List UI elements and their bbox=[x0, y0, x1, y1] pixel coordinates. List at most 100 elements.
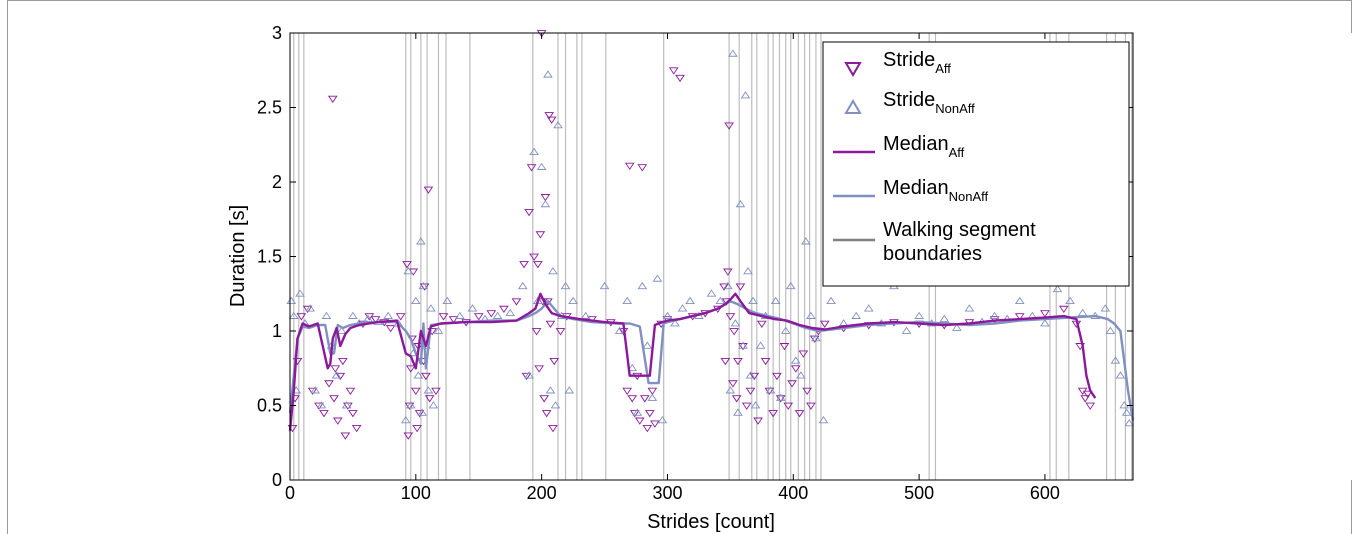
stride-aff-point-32 bbox=[410, 387, 421, 396]
stride-aff-point-85 bbox=[647, 387, 658, 396]
stride-aff-point-15 bbox=[340, 432, 351, 440]
stride-aff-point-68 bbox=[548, 425, 558, 433]
stride-aff-point-90 bbox=[675, 74, 685, 83]
stride-nonaff-point-120 bbox=[1105, 326, 1116, 334]
stride-aff-point-44 bbox=[448, 316, 459, 324]
stride-nonaff-point-94 bbox=[806, 311, 816, 319]
stride-aff-point-5 bbox=[307, 387, 318, 396]
legend-label-sub-0: Aff bbox=[935, 61, 951, 76]
stride-aff-point-46 bbox=[473, 313, 484, 321]
stride-nonaff-point-33 bbox=[442, 296, 453, 305]
stride-nonaff-point-17 bbox=[383, 311, 393, 319]
stride-nonaff-point-34 bbox=[455, 311, 465, 319]
stride-nonaff-point-10 bbox=[331, 371, 342, 379]
stride-aff-point-136 bbox=[1058, 305, 1069, 314]
stride-aff-point-8 bbox=[324, 380, 334, 388]
stride-aff-point-135 bbox=[1040, 310, 1050, 318]
stride-nonaff-point-0 bbox=[286, 296, 297, 305]
stride-aff-point-7 bbox=[319, 410, 329, 418]
x-tick-label-4: 400 bbox=[778, 483, 808, 503]
stride-aff-point-104 bbox=[735, 283, 746, 291]
stride-aff-point-9 bbox=[327, 95, 338, 103]
stride-nonaff-point-112 bbox=[1014, 296, 1025, 305]
stride-aff-point-110 bbox=[756, 320, 767, 328]
y-tick-label-3: 1.5 bbox=[257, 247, 282, 267]
stride-aff-point-61 bbox=[539, 395, 549, 403]
stride-aff-point-43 bbox=[438, 313, 449, 321]
stride-nonaff-point-1 bbox=[288, 311, 299, 319]
stride-nonaff-point-97 bbox=[826, 296, 836, 305]
stride-nonaff-point-83 bbox=[750, 401, 761, 409]
stride-aff-point-77 bbox=[627, 395, 638, 403]
stride-aff-point-4 bbox=[302, 305, 313, 314]
stride-nonaff-point-96 bbox=[818, 415, 829, 424]
stride-nonaff-point-47 bbox=[548, 266, 558, 275]
stride-aff-point-3 bbox=[296, 313, 307, 321]
stride-aff-point-11 bbox=[330, 365, 341, 373]
stride-aff-point-50 bbox=[519, 261, 529, 269]
x-tick-label-0: 0 bbox=[285, 483, 295, 503]
stride-aff-point-26 bbox=[402, 261, 412, 269]
stride-nonaff-point-65 bbox=[662, 311, 673, 319]
stride-nonaff-point-100 bbox=[863, 304, 874, 312]
stride-aff-point-119 bbox=[790, 365, 801, 373]
stride-nonaff-point-103 bbox=[901, 326, 912, 334]
stride-nonaff-point-106 bbox=[939, 314, 950, 322]
stride-aff-point-13 bbox=[335, 372, 346, 381]
stride-nonaff-point-39 bbox=[517, 281, 528, 290]
stride-aff-point-101 bbox=[729, 328, 739, 336]
stride-aff-point-107 bbox=[745, 387, 756, 396]
stride-aff-point-80 bbox=[634, 417, 645, 425]
stride-aff-point-126 bbox=[819, 320, 830, 328]
stride-nonaff-point-70 bbox=[706, 289, 717, 297]
y-tick-label-2: 1 bbox=[272, 321, 282, 341]
stride-nonaff-point-84 bbox=[755, 341, 766, 349]
stride-aff-point-89 bbox=[668, 67, 679, 75]
stride-nonaff-point-114 bbox=[1040, 319, 1050, 327]
stride-nonaff-point-78 bbox=[738, 341, 748, 349]
legend-marker-1 bbox=[844, 99, 862, 114]
stride-nonaff-point-123 bbox=[1119, 401, 1130, 409]
stride-aff-point-106 bbox=[741, 402, 752, 410]
stride-nonaff-point-11 bbox=[336, 326, 347, 334]
stride-nonaff-point-3 bbox=[295, 289, 305, 297]
stride-nonaff-point-61 bbox=[642, 341, 653, 349]
stride-nonaff-point-64 bbox=[657, 415, 668, 424]
stride-aff-point-6 bbox=[314, 402, 324, 410]
x-tick-label-6: 600 bbox=[1030, 483, 1060, 503]
legend-label-sub-2: Aff bbox=[949, 145, 965, 160]
stride-nonaff-point-49 bbox=[553, 120, 563, 129]
stride-nonaff-point-60 bbox=[637, 281, 648, 290]
stride-aff-point-24 bbox=[385, 325, 396, 333]
stride-aff-point-33 bbox=[412, 425, 422, 433]
stride-aff-point-52 bbox=[524, 208, 534, 217]
stride-nonaff-point-82 bbox=[748, 296, 758, 305]
stride-aff-point-48 bbox=[499, 305, 509, 314]
stride-aff-point-94 bbox=[719, 283, 729, 291]
legend-label-main-3: Median bbox=[883, 177, 949, 199]
stride-aff-point-102 bbox=[731, 395, 742, 403]
stride-nonaff-point-15 bbox=[363, 314, 373, 322]
legend-label-main-0: Stride bbox=[883, 49, 935, 71]
median-line-0 bbox=[288, 292, 1097, 431]
x-tick-label-2: 200 bbox=[527, 483, 557, 503]
legend-label-3: MedianNonAff bbox=[883, 177, 989, 204]
stride-aff-point-66 bbox=[545, 320, 556, 328]
stride-aff-point-98 bbox=[724, 122, 734, 130]
stride-nonaff-point-88 bbox=[775, 393, 786, 401]
stride-aff-point-103 bbox=[733, 357, 743, 366]
stride-nonaff-point-81 bbox=[745, 371, 756, 379]
stride-aff-point-140 bbox=[1080, 395, 1091, 403]
x-tick-label-5: 500 bbox=[904, 483, 934, 503]
stride-aff-point-141 bbox=[1082, 390, 1093, 398]
stride-aff-point-42 bbox=[431, 387, 441, 396]
stride-aff-point-65 bbox=[544, 112, 555, 120]
x-axis-label: Strides [count] bbox=[647, 511, 775, 533]
median-lines bbox=[288, 292, 1135, 431]
stride-aff-point-18 bbox=[348, 410, 358, 418]
stride-aff-point-56 bbox=[533, 261, 543, 269]
stride-aff-point-75 bbox=[622, 387, 633, 396]
stride-nonaff-point-27 bbox=[418, 281, 429, 290]
stride-nonaff-point-38 bbox=[505, 308, 516, 316]
